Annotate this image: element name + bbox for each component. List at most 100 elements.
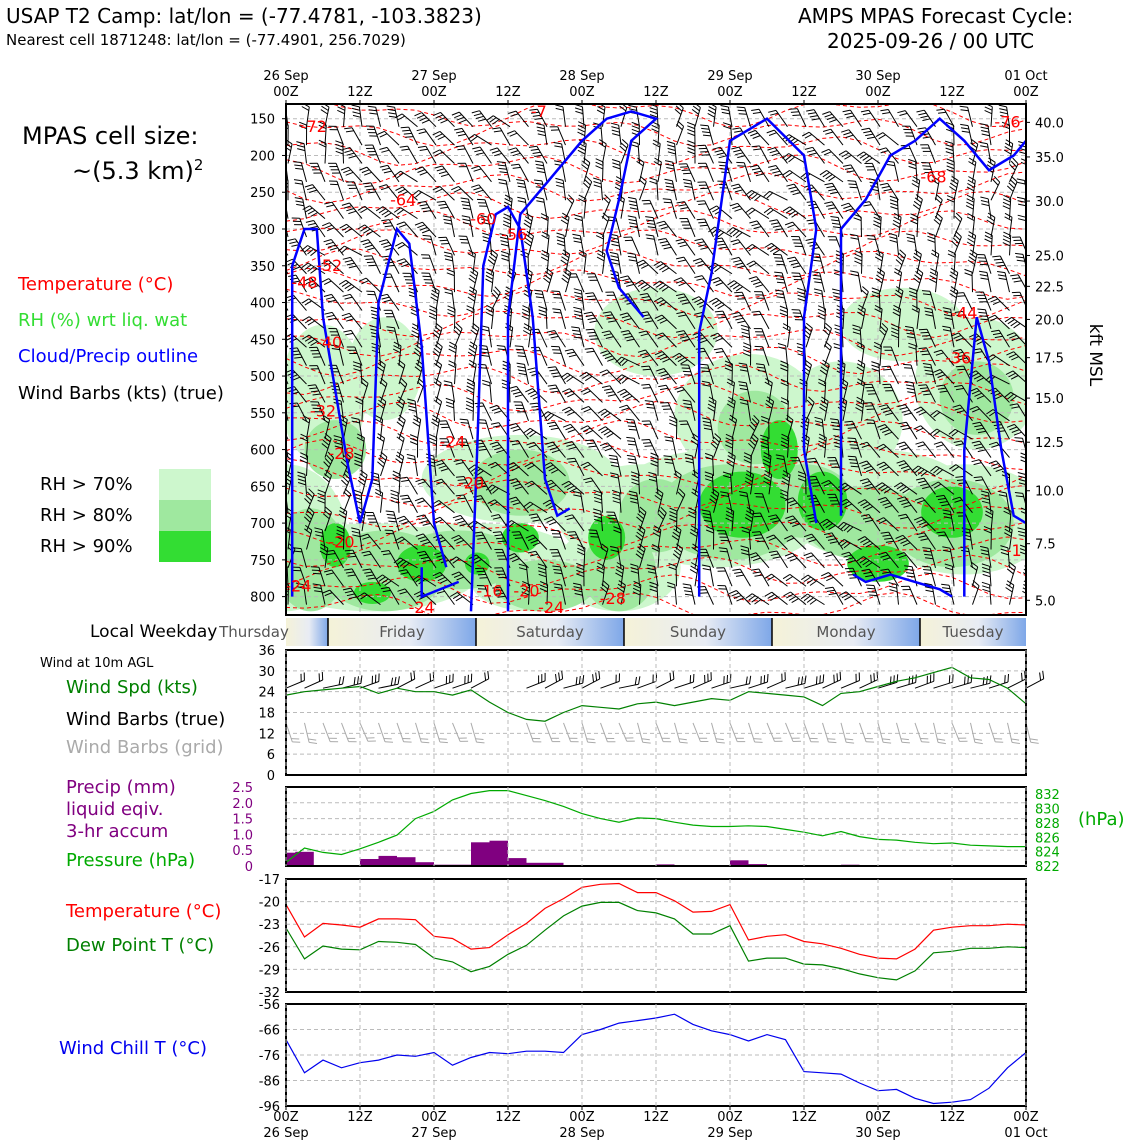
wind-barb-feather: [733, 149, 742, 153]
wind-barb-feather: [780, 492, 788, 497]
wind-barb-feather: [415, 533, 424, 537]
wind-barb-feather: [952, 404, 961, 408]
wind-barb-feather: [516, 179, 525, 182]
wind-barb-feather: [999, 111, 1008, 115]
wind-barb-feather: [984, 106, 993, 111]
wind-barb-feather: [371, 482, 380, 486]
legend-rh70-label: RH > 70%: [40, 474, 133, 495]
wind-barb-true-feather: [948, 675, 951, 684]
wind-barb-feather: [322, 589, 330, 594]
wind-barb-feather: [676, 311, 685, 315]
wind-barb-feather: [937, 497, 946, 501]
wind-barb-feather: [777, 343, 786, 347]
wind-barb-feather: [1011, 356, 1019, 361]
wind-barb-feather: [849, 577, 858, 579]
wind-barb-feather: [1003, 149, 1012, 155]
wind-barb-feather: [346, 208, 355, 212]
wind-barb-feather: [529, 108, 538, 111]
wind-barb-feather: [674, 469, 682, 476]
wind-barb-grid-feather: [678, 738, 687, 741]
wind-barb: [286, 226, 289, 238]
wind-barb-feather: [536, 123, 545, 126]
wind-barb-feather: [616, 562, 625, 567]
wind-barb-feather: [435, 114, 444, 119]
wind-barb-feather: [514, 537, 523, 539]
wind-barb-feather: [384, 225, 393, 228]
legend-windchill: Wind Chill T (°C): [59, 1038, 207, 1059]
wind-barb-feather: [993, 176, 1001, 183]
wind-barb-feather: [943, 314, 952, 317]
cell-size-exponent: 2: [193, 156, 204, 174]
wind-barb-feather: [396, 421, 404, 428]
wind-barb-feather: [905, 380, 914, 384]
wind-barb: [391, 310, 400, 330]
wind-barb-feather: [277, 403, 285, 404]
wind-barb-feather: [778, 346, 787, 350]
wind-barb-feather: [807, 112, 816, 115]
wind-barb-feather: [843, 205, 852, 209]
wind-barb-feather: [945, 144, 954, 148]
wind-barb-feather: [508, 496, 517, 500]
wind-tick-label: 0: [267, 769, 275, 784]
wind-barb-feather: [568, 534, 577, 536]
wind-barb-feather: [333, 435, 342, 439]
wind-barb-feather: [873, 223, 881, 228]
wind-barb-feather: [676, 279, 684, 284]
wind-barb-feather: [776, 296, 785, 299]
wind-barb-feather: [812, 485, 821, 487]
wind-barb-feather: [676, 201, 685, 204]
wind-barb-grid-feather: [642, 741, 651, 744]
wind-barb-feather: [862, 286, 869, 293]
wind-barb-feather: [841, 377, 849, 384]
wind-barb-feather: [678, 282, 687, 287]
wind-barb-feather: [741, 526, 750, 530]
wind-barb-feather: [629, 225, 638, 229]
wind-barb-feather: [954, 384, 963, 388]
wind-barb-feather: [341, 479, 348, 486]
wind-barb-feather: [651, 124, 660, 130]
wind-barb-feather: [957, 354, 966, 358]
wind-barb-feather: [472, 146, 481, 150]
wind-barb-feather: [486, 115, 494, 121]
wind-barb-feather: [528, 513, 537, 516]
wind-barb-feather: [564, 483, 572, 488]
wind-barb-feather: [651, 547, 660, 552]
wind-barb-feather: [359, 533, 368, 538]
wind-barb-feather: [343, 491, 350, 498]
wind-barb-feather: [863, 402, 872, 404]
wind-barb-feather: [490, 501, 498, 507]
wind-barb-feather: [661, 267, 670, 273]
wind-barb-feather: [1015, 252, 1024, 255]
wind-barb-feather: [906, 332, 915, 335]
wind-barb-feather: [354, 463, 363, 467]
wind-barb-feather: [734, 208, 743, 212]
wind-barb-feather: [547, 444, 556, 448]
wind-barb-feather: [880, 109, 889, 112]
wind-barb-feather: [895, 534, 904, 539]
wind-barb-feather: [988, 441, 997, 446]
wind-barb-feather: [527, 550, 536, 554]
wind-barb-feather: [595, 165, 604, 170]
wind-barb-feather: [517, 355, 526, 358]
wind-barb-feather: [408, 408, 417, 412]
wind-barb-feather: [903, 468, 912, 472]
wind-barb-feather: [403, 132, 412, 135]
wind-barb-feather: [809, 479, 818, 481]
temperature-contour: [286, 288, 1026, 320]
wind-barb-feather: [544, 274, 552, 281]
wind-barb-feather: [740, 548, 749, 552]
wind-barb-feather: [737, 109, 746, 112]
wind-barb-feather: [678, 314, 687, 317]
wind-barb-feather: [898, 554, 907, 559]
temperature-contour: [286, 154, 1026, 185]
wind-barb-feather: [609, 251, 618, 255]
wind-barb-feather: [541, 411, 549, 418]
wind-barb-feather: [865, 506, 874, 511]
wind-barb-feather: [703, 424, 712, 427]
wind-barb-feather: [397, 418, 405, 424]
wind-barb-feather: [1007, 393, 1015, 400]
wind-barb-feather: [609, 545, 619, 549]
wind-barb-feather: [474, 558, 482, 564]
wind-barb-feather: [411, 333, 419, 339]
wind-barb-true-feather: [822, 674, 825, 683]
